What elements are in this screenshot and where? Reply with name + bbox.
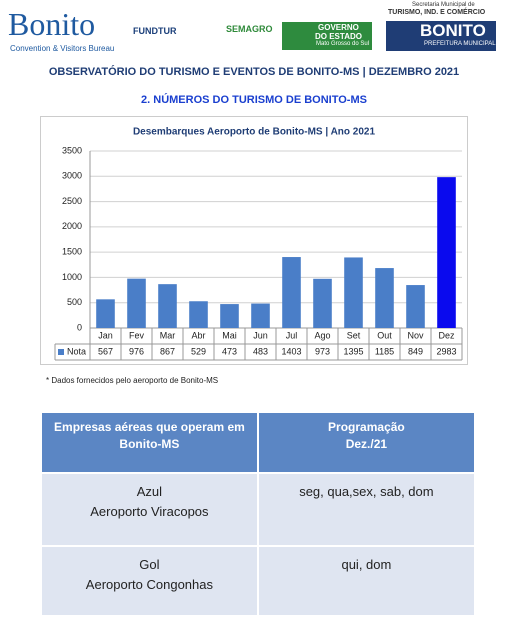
bar [158,284,177,328]
data-table-value: 1185 [375,346,394,356]
cell-line: Dez./21 [345,437,388,451]
logo: Bonito [8,6,96,42]
table-cell: qui, dom [256,545,477,617]
bar [127,278,146,328]
cell-line: seg, qua,sex, sab, dom [299,484,434,499]
prefeitura-text: BONITO [420,21,486,40]
table-cell: Azul Aeroporto Viracopos [40,472,259,547]
bar [189,301,208,328]
chart: Desembarques Aeroporto de Bonito-MS | An… [40,116,468,365]
y-tick-label: 2000 [62,221,82,231]
cell-line: qui, dom [341,557,392,572]
fundtur-logo: FUNDTUR [133,26,177,36]
airline-table: Empresas aéreas que operam em Bonito-MS Pr… [40,411,477,617]
data-table-value: 849 [408,346,423,356]
data-table-value: 529 [191,346,206,356]
cell-line: Aeroporto Viracopos [90,504,209,519]
bar [282,257,301,328]
legend-label: Nota [67,346,86,356]
data-table-value: 976 [129,346,144,356]
y-tick-label: 1000 [62,272,82,282]
y-tick-label: 3500 [62,145,82,155]
y-tick-label: 3000 [62,171,82,181]
data-table-value: 1403 [281,346,301,356]
table-row: Azul Aeroporto Viracopos seg, qua,sex, sab… [40,472,477,547]
cell-line: Bonito-MS [119,437,180,451]
header-cell: Programação Dez./21 [256,411,477,474]
logo-sub: Convention & Visitors Bureau [10,44,115,53]
chart-title: Desembarques Aeroporto de Bonito-MS | An… [133,127,376,138]
x-tick-label: Jun [253,330,268,340]
data-table-value: 483 [253,346,268,356]
cell-line: Gol [139,557,160,572]
bar [344,257,363,328]
page-title: OBSERVATÓRIO DO TURISMO E EVENTOS DE BON… [48,66,460,78]
prefeitura-sub: PREFEITURA MUNICIPAL [424,41,496,47]
prefeitura-logo [386,21,496,51]
data-table-value: 567 [98,346,113,356]
cell-line: Azul [136,484,163,499]
y-tick-label: 1500 [62,247,82,257]
data-table-value: 867 [160,346,175,356]
governo-sub: Mato Grosso do Sul [316,41,370,47]
x-tick-label: Mar [160,330,176,340]
x-tick-label: Abr [191,330,205,340]
data-table-value: 1395 [343,346,363,356]
section-title: 2. NÚMEROS DO TURISMO DE BONITO-MS [141,94,367,106]
table-cell: Gol Aeroporto Congonhas [40,545,259,617]
cell-line: Programação [328,420,405,434]
semagro-logo: SEMAGRO [226,24,273,34]
y-tick-label: 2500 [62,196,82,206]
bar [251,303,270,328]
data-table-value: 473 [222,346,237,356]
header-cell: Empresas aéreas que operam em Bonito-MS [40,411,259,474]
x-tick-label: Jan [98,330,113,340]
table-cell: seg, qua,sex, sab, dom [256,472,477,547]
footnote: * Dados fornecidos pelo aeroporto de Bon… [46,376,219,385]
y-tick-label: 0 [77,322,82,332]
x-tick-label: Mai [222,330,237,340]
x-tick-label: Nov [407,330,424,340]
data-table-value: 2983 [436,346,456,356]
x-tick-label: Set [347,330,361,340]
bar [313,278,332,328]
cell-line: Empresas aéreas que operam em [54,420,245,434]
x-tick-label: Fev [129,330,145,340]
bar [220,304,239,328]
governo-text: GOVERNO [318,23,359,32]
bar [406,285,425,328]
governo-text: DO ESTADO [315,32,362,41]
bar [375,268,394,328]
bar [437,177,456,328]
x-tick-label: Jul [286,330,298,340]
bar [96,299,115,328]
cell-line: Aeroporto Congonhas [85,577,213,592]
secretaria-dept: TURISMO, IND. E COMÉRCIO [388,9,486,16]
x-tick-label: Dez [438,330,455,340]
table-row: Gol Aeroporto Congonhas qui, dom [40,545,477,617]
y-tick-label: 500 [67,297,82,307]
x-tick-label: Ago [314,330,330,340]
governo-logo [282,22,372,50]
legend-key [58,349,64,355]
x-tick-label: Out [377,330,392,340]
data-table-value: 973 [315,346,330,356]
secretaria: Secretaria Municipal de [412,2,475,8]
